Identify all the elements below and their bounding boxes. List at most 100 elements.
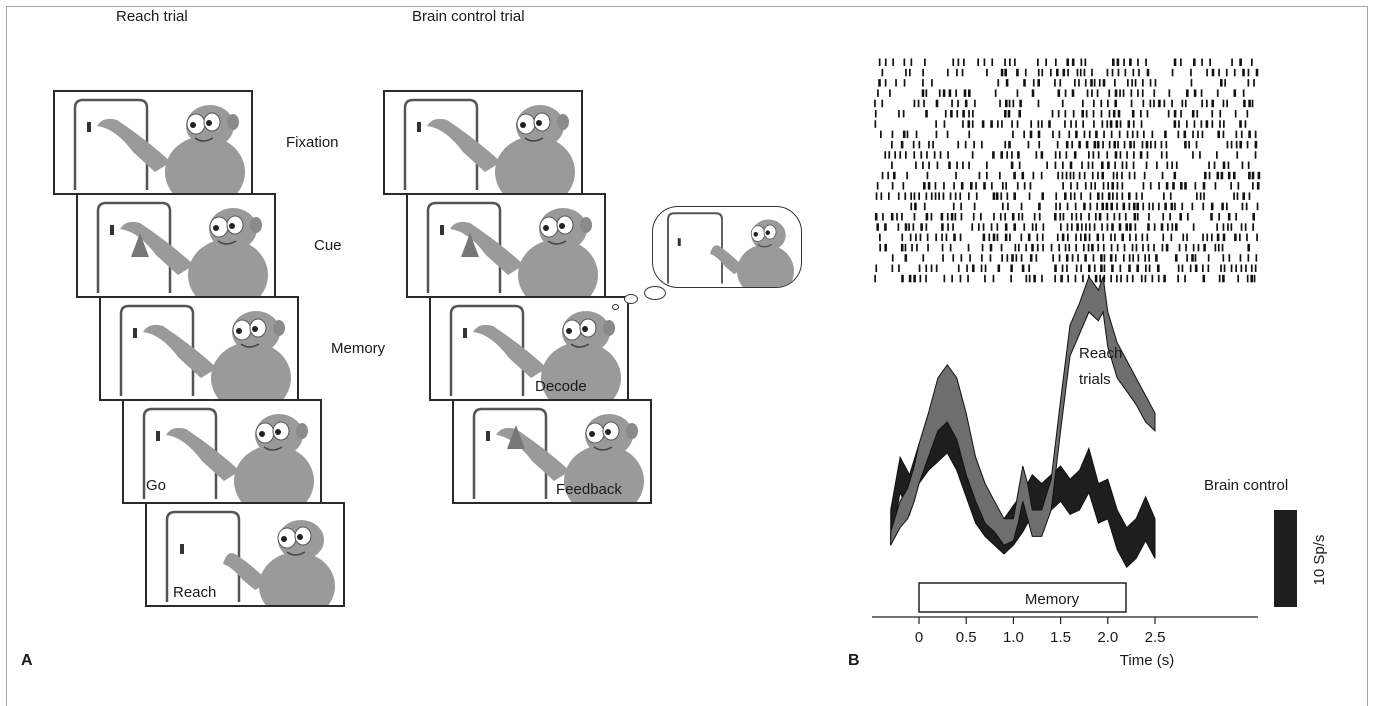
spike-tick bbox=[1100, 254, 1103, 262]
brain-scene-cue bbox=[406, 193, 606, 298]
spike-raster bbox=[874, 58, 1261, 283]
spike-tick bbox=[1084, 58, 1087, 66]
spike-tick bbox=[935, 120, 937, 128]
spike-tick bbox=[1087, 161, 1090, 169]
spike-tick bbox=[1133, 151, 1135, 159]
spike-tick bbox=[1074, 79, 1076, 87]
spike-tick bbox=[891, 140, 893, 149]
spike-tick bbox=[1178, 120, 1180, 128]
spike-tick bbox=[1033, 213, 1036, 221]
spike-tick bbox=[1132, 161, 1135, 169]
spike-tick bbox=[1101, 192, 1104, 200]
spike-tick bbox=[1207, 254, 1210, 262]
spike-tick bbox=[955, 89, 957, 97]
spike-tick bbox=[1235, 140, 1238, 149]
spike-tick bbox=[881, 171, 884, 180]
spike-tick bbox=[896, 213, 898, 221]
spike-tick bbox=[876, 182, 879, 190]
spike-tick bbox=[960, 202, 962, 211]
spike-tick bbox=[1252, 213, 1255, 221]
spike-tick bbox=[1021, 213, 1024, 221]
spike-tick bbox=[992, 274, 995, 283]
spike-tick bbox=[938, 89, 941, 97]
spike-tick bbox=[962, 120, 964, 128]
spike-tick bbox=[1129, 233, 1131, 242]
spike-tick bbox=[1097, 171, 1099, 180]
spike-tick bbox=[887, 171, 889, 180]
spike-tick bbox=[1054, 274, 1056, 283]
spike-tick bbox=[1054, 151, 1057, 159]
spike-tick bbox=[1157, 274, 1160, 283]
spike-tick bbox=[1037, 130, 1041, 139]
spike-tick bbox=[1066, 202, 1069, 211]
spike-tick bbox=[1129, 223, 1132, 231]
spike-tick bbox=[997, 264, 1001, 272]
spike-tick bbox=[1244, 120, 1247, 128]
spike-tick bbox=[996, 233, 999, 242]
spike-tick bbox=[1094, 274, 1098, 283]
spike-tick bbox=[925, 274, 927, 283]
x-tick-label: 1.0 bbox=[1003, 629, 1024, 646]
spike-tick bbox=[1059, 202, 1061, 211]
spike-tick bbox=[1021, 171, 1025, 180]
spike-tick bbox=[1102, 140, 1104, 149]
spike-tick bbox=[920, 151, 923, 159]
spike-tick bbox=[1111, 68, 1114, 77]
spike-tick bbox=[1121, 182, 1124, 190]
spike-tick bbox=[1196, 110, 1199, 118]
spike-tick bbox=[1113, 213, 1116, 221]
spike-tick bbox=[1088, 213, 1090, 221]
panel-letter-a: A bbox=[21, 652, 33, 669]
spike-tick bbox=[922, 68, 924, 77]
spike-tick bbox=[1091, 68, 1093, 77]
spike-tick bbox=[1119, 120, 1122, 128]
spike-tick bbox=[1005, 79, 1009, 87]
spike-tick bbox=[1135, 243, 1138, 252]
spike-tick bbox=[953, 182, 955, 190]
spike-tick bbox=[1085, 110, 1088, 118]
spike-tick bbox=[1146, 110, 1149, 118]
spike-tick bbox=[989, 243, 993, 252]
spike-tick bbox=[1083, 202, 1086, 211]
spike-tick bbox=[1027, 233, 1031, 242]
spike-tick bbox=[1004, 140, 1007, 149]
spike-tick bbox=[1031, 89, 1035, 97]
spike-tick bbox=[1081, 223, 1083, 231]
spike-tick bbox=[1239, 233, 1241, 242]
spike-tick bbox=[1181, 202, 1184, 211]
spike-tick bbox=[925, 89, 928, 97]
spike-tick bbox=[923, 99, 925, 108]
spike-tick bbox=[1106, 68, 1109, 77]
spike-tick bbox=[996, 223, 999, 231]
spike-tick bbox=[1091, 161, 1094, 169]
spike-tick bbox=[1076, 182, 1079, 190]
spike-tick bbox=[952, 254, 955, 262]
spike-tick bbox=[1028, 274, 1031, 283]
spike-tick bbox=[1145, 140, 1149, 149]
spike-tick bbox=[930, 213, 933, 221]
spike-tick bbox=[884, 223, 887, 231]
spike-tick bbox=[1078, 79, 1080, 87]
spike-tick bbox=[1012, 130, 1014, 139]
spike-tick bbox=[935, 130, 938, 139]
spike-tick bbox=[981, 140, 983, 149]
spike-tick bbox=[1134, 79, 1137, 87]
spike-tick bbox=[1108, 110, 1111, 118]
spike-tick bbox=[1082, 274, 1084, 283]
spike-tick bbox=[1211, 68, 1215, 77]
spike-tick bbox=[1222, 99, 1225, 108]
spike-tick bbox=[964, 99, 968, 108]
spike-tick bbox=[1040, 151, 1044, 159]
spike-tick bbox=[918, 192, 920, 200]
spike-tick bbox=[1252, 223, 1254, 231]
scale-bar bbox=[1274, 510, 1297, 607]
spike-tick bbox=[1186, 89, 1189, 97]
spike-tick bbox=[1247, 254, 1250, 262]
spike-tick bbox=[942, 254, 944, 262]
spike-tick bbox=[1078, 171, 1081, 180]
spike-tick bbox=[1222, 233, 1226, 242]
spike-tick bbox=[1061, 171, 1064, 180]
spike-tick bbox=[934, 192, 937, 200]
spike-tick bbox=[1146, 151, 1149, 159]
spike-tick bbox=[1038, 140, 1041, 149]
